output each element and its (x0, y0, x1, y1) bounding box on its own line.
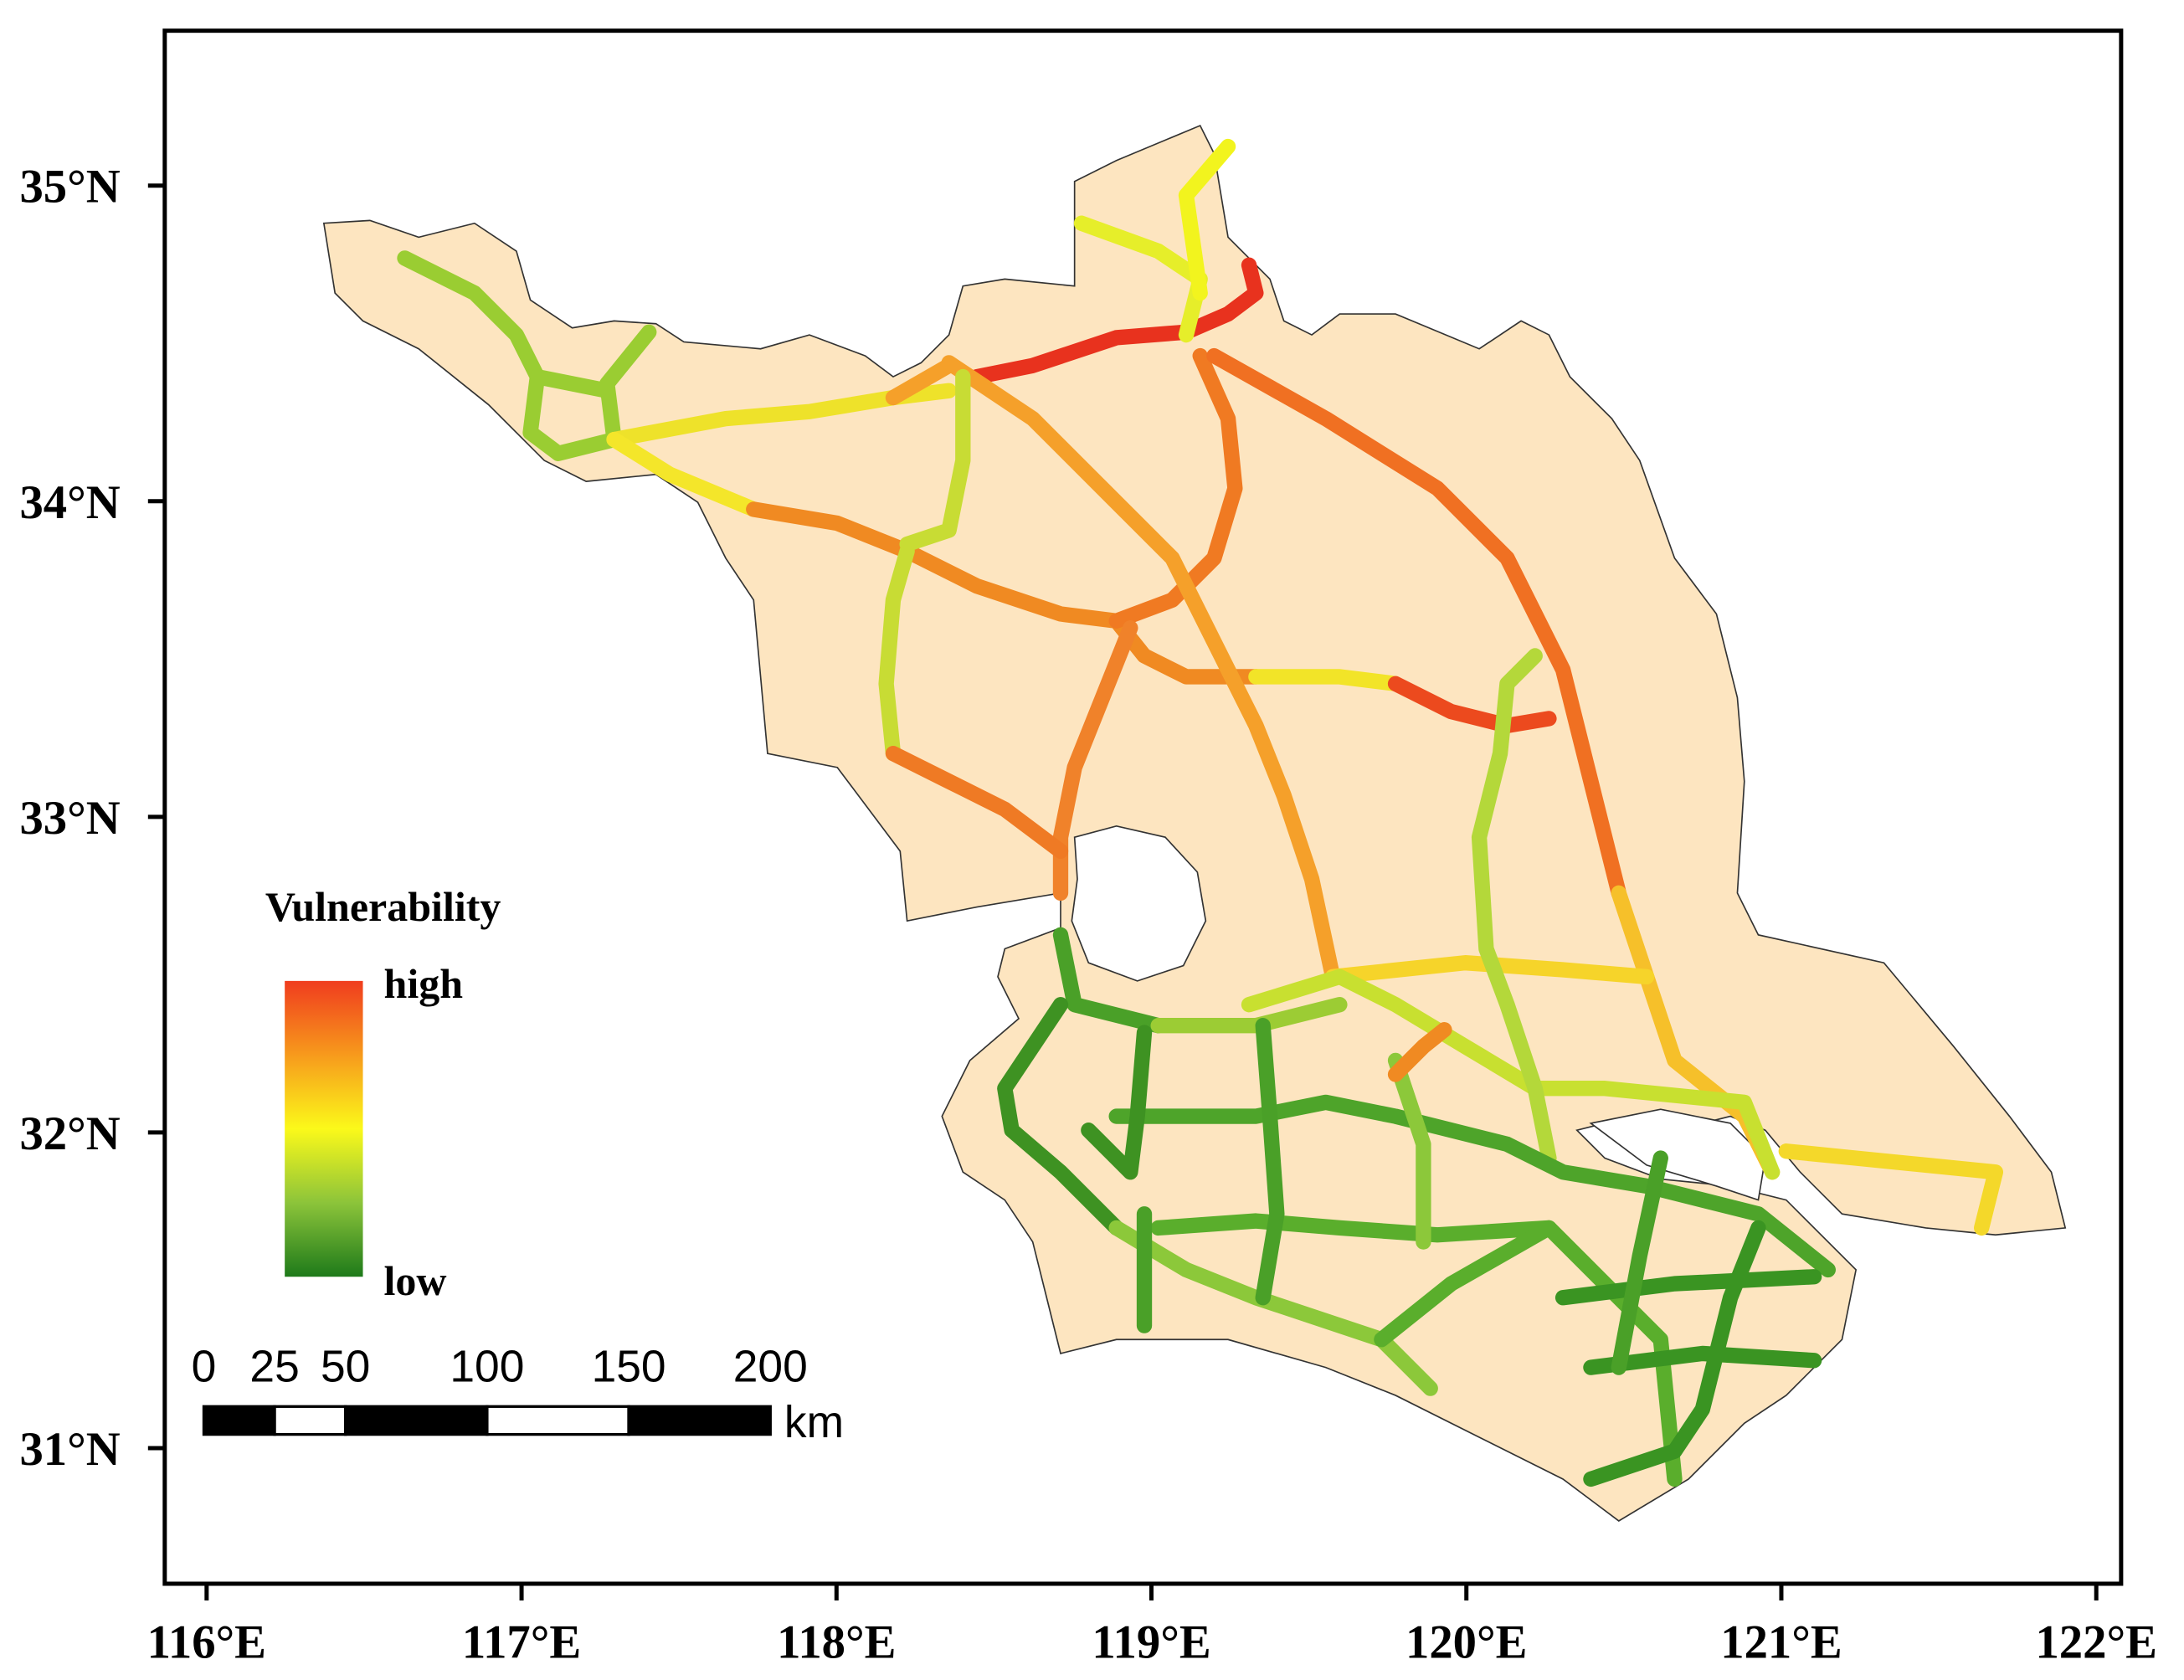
road (1387, 676, 1557, 733)
road-network (397, 138, 2004, 1487)
y-tick-label: 34°N (19, 477, 120, 529)
road (1554, 1269, 1822, 1306)
scale-bar-segment (202, 1405, 276, 1436)
scale-bar-label: 200 (733, 1342, 808, 1391)
province-outline (322, 124, 2067, 1522)
y-tick-label: 32°N (19, 1108, 120, 1160)
road (1150, 1213, 1557, 1243)
legend-title: Vulnerability (265, 883, 501, 930)
road (1108, 347, 1243, 629)
road (1471, 648, 1557, 1166)
road (397, 250, 657, 461)
scale-bar-label: 0 (192, 1342, 217, 1391)
road (1178, 138, 1236, 301)
road (1073, 215, 1208, 343)
road (878, 543, 915, 762)
road (1241, 968, 1781, 1180)
scale-bar-segment (627, 1405, 772, 1436)
road (1583, 1345, 1822, 1375)
road (529, 368, 615, 398)
road (885, 745, 1069, 860)
road (899, 368, 971, 552)
lake (1071, 825, 1207, 982)
road (1611, 1150, 1668, 1375)
road (1081, 1025, 1153, 1180)
x-tick-label: 121°E (1720, 1616, 1842, 1668)
x-tick-label: 118°E (777, 1616, 896, 1668)
scale-bar-label: 25 (249, 1342, 299, 1391)
scale-bar-label: 150 (592, 1342, 666, 1391)
legend-color-bar (285, 980, 363, 1277)
y-tick-label: 33°N (19, 793, 120, 845)
road (1052, 927, 1166, 1034)
road (1583, 1220, 1766, 1487)
legend-high-label: high (384, 960, 464, 1007)
road (1387, 1052, 1431, 1250)
road (746, 501, 1264, 685)
scale-bar-segment (344, 1405, 489, 1436)
y-tick-label: 35°N (19, 162, 120, 213)
legend-low-label: low (384, 1257, 447, 1304)
road (997, 997, 1124, 1236)
scale-bar-label: 50 (321, 1342, 370, 1391)
y-tick-label: 31°N (19, 1424, 120, 1476)
road (1108, 1094, 1836, 1278)
road (1255, 1018, 1285, 1306)
road (1324, 955, 1655, 985)
road (1387, 1022, 1452, 1082)
road (941, 355, 1341, 985)
road (1248, 669, 1404, 691)
scale-bar-segment (273, 1405, 347, 1436)
x-tick-label: 120°E (1405, 1616, 1527, 1668)
road (1206, 347, 1626, 902)
road (606, 431, 762, 517)
scale-bar-segment (486, 1405, 630, 1436)
x-tick-label: 122°E (2035, 1616, 2156, 1668)
road (1778, 1143, 2004, 1236)
scale-bar-label: 100 (450, 1342, 524, 1391)
x-tick-label: 119°E (1092, 1616, 1210, 1668)
road (885, 357, 957, 406)
scale-bar-unit: km (784, 1398, 844, 1447)
x-tick-label: 117°E (462, 1616, 581, 1668)
x-tick-label: 116°E (147, 1616, 266, 1668)
